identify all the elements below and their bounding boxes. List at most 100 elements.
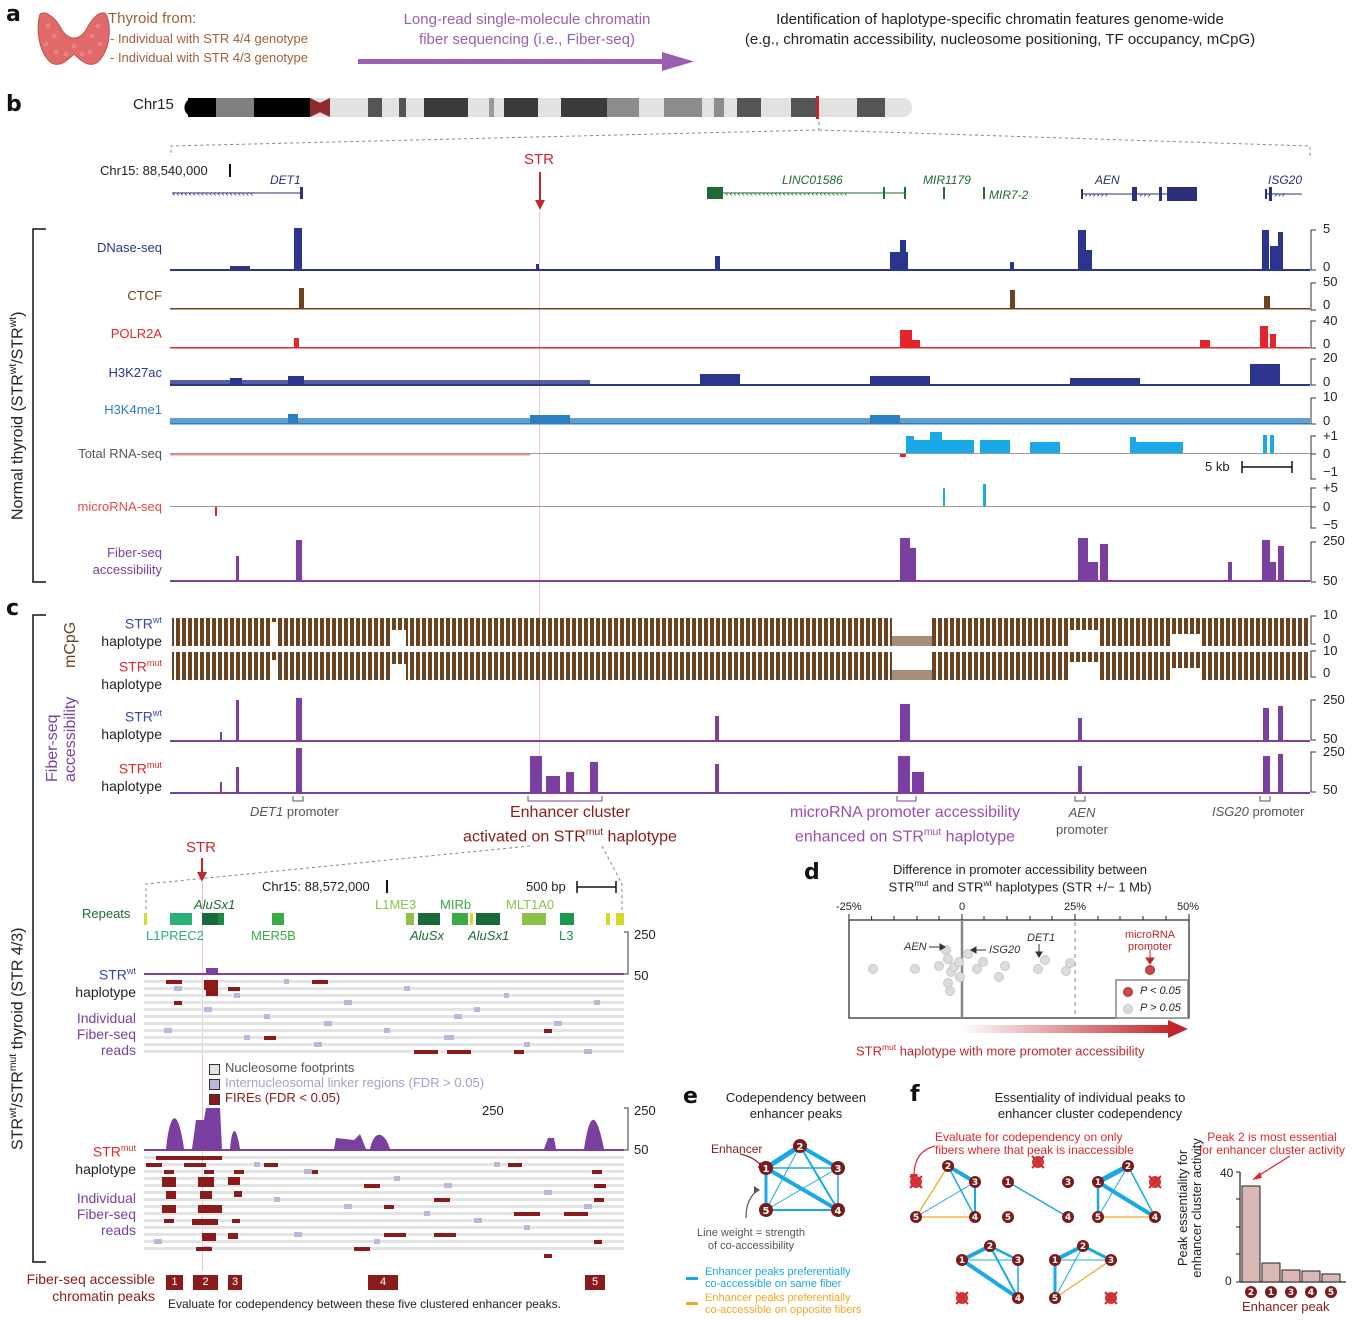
zoom-scale-label: 500 bp <box>526 879 566 894</box>
ctcf-ymax: 50 <box>1323 274 1338 289</box>
peak-3: 3 <box>228 1275 242 1290</box>
track-polr2a <box>170 326 1310 349</box>
track-fiberseq <box>170 538 1310 582</box>
svg-text:›››: ››› <box>1139 191 1151 201</box>
legend-opposite-fiber: Enhancer peaks preferentially co-accessib… <box>705 1292 862 1316</box>
legend-fire: FIREs (FDR < 0.05) <box>225 1090 341 1105</box>
panel-d-title-2: STRmut and STRwt haplotypes (STR +/− 1 M… <box>888 878 1152 895</box>
track-label-fiberseq-2: accessibility <box>92 562 162 577</box>
hap-label-fiber-mut: STRmut haplotype <box>101 760 162 794</box>
panel-a-letter: a <box>6 2 21 27</box>
zoom-wt-reads-label: Individual Fiber-seq reads <box>76 1010 136 1058</box>
x-tick-25: 25% <box>1064 901 1087 913</box>
svg-text:5: 5 <box>763 1206 770 1217</box>
group-label-mcpg: mCpG <box>62 621 79 668</box>
bar-ytick-40: 40 <box>1220 1166 1234 1180</box>
svg-text:2: 2 <box>987 1242 993 1252</box>
svg-text:2: 2 <box>1080 1242 1086 1252</box>
h3k27ac-ymin: 0 <box>1323 374 1331 389</box>
track-ctcf <box>170 288 1310 310</box>
isg20-promoter-label: ISG20 promoter <box>1212 804 1305 819</box>
repeat-l1prec2: L1PREC2 <box>146 928 204 943</box>
zoom-wt-label: STRwt haplotype <box>75 966 136 1000</box>
svg-text:1: 1 <box>1005 1178 1011 1188</box>
d-label-det1: DET1 <box>1027 932 1056 944</box>
zoom-mut-ymax: 250 <box>482 1103 504 1118</box>
promoter-brackets <box>292 796 1271 802</box>
x-tick-minus25: -25% <box>836 901 862 913</box>
haplotype-tracks <box>170 618 1310 794</box>
d-label-aen: AEN <box>904 941 927 953</box>
svg-text:4: 4 <box>1308 1288 1314 1298</box>
enhancer-cluster-label: Enhancer cluster activated on STRmut hap… <box>463 804 677 846</box>
hap-label-mcpg-mut: STRmut haplotype <box>101 658 162 692</box>
evaluate-note: Evaluate for codependency between these … <box>168 1297 561 1311</box>
thyroid-title: Thyroid from: <box>108 10 197 27</box>
thyroid-item-1: - Individual with STR 4/4 genotype <box>110 31 308 46</box>
repeat-alusx1-a: AluSx1 <box>194 897 236 912</box>
svg-text:4: 4 <box>1152 1213 1158 1223</box>
svg-text:4: 4 <box>1065 1213 1071 1223</box>
panel-b-bracket <box>32 228 46 583</box>
d-legend-nonsig: P > 0.05 <box>1140 1002 1181 1014</box>
bar-ytick-0: 0 <box>1225 1274 1232 1288</box>
svg-text:1: 1 <box>763 1164 770 1175</box>
h3k27ac-ymax: 20 <box>1323 350 1338 365</box>
repeat-l1me3: L1ME3 <box>375 897 417 912</box>
track-label-h3k27ac: H3K27ac <box>108 365 162 380</box>
gene-mir7-2 <box>983 187 985 199</box>
peaks-label: Fiber-seq accessible chromatin peaks <box>26 1271 155 1304</box>
repeats-label: Repeats <box>82 906 131 921</box>
d-legend-sig: P < 0.05 <box>1140 985 1181 997</box>
gene-label-mir1179: MIR1179 <box>923 173 971 187</box>
thyroid-icon <box>37 12 110 65</box>
panel-b-letter: b <box>6 92 22 117</box>
str-locus-marker <box>816 96 819 119</box>
panel-b-y-axes <box>1310 229 1316 583</box>
rnaseq-ymid: 0 <box>1323 446 1331 461</box>
group-label-fiberseq: Fiber-seq accessibility <box>44 696 79 782</box>
ctcf-ymin: 0 <box>1323 297 1331 312</box>
panel-c-y-axes <box>1310 615 1316 793</box>
panel-d-letter: d <box>804 860 820 885</box>
svg-text:4: 4 <box>835 1206 842 1217</box>
wt-reads-track <box>144 931 629 1054</box>
svg-text:›››: ››› <box>1274 191 1285 201</box>
svg-text:5: 5 <box>913 1213 919 1223</box>
microrna-ymid: 0 <box>1323 499 1331 514</box>
legend-linker: Internucleosomal linker regions (FDR > 0… <box>225 1075 485 1090</box>
zoom-str-line <box>202 880 203 1270</box>
peak-2: 2 <box>193 1275 218 1290</box>
svg-text:1: 1 <box>1095 1178 1101 1188</box>
h3k4me1-ymin: 0 <box>1323 413 1331 428</box>
gene-label-aen: AEN <box>1095 173 1120 187</box>
gene-aen: ›››››› ››› <box>1081 187 1197 201</box>
bar-note: Peak 2 is most essential for enhancer clu… <box>1198 1130 1346 1157</box>
svg-text:1: 1 <box>1268 1288 1274 1298</box>
svg-text:1: 1 <box>959 1256 965 1266</box>
aen-promoter-label: AEN promoter <box>1055 805 1109 837</box>
svg-text:2: 2 <box>945 1162 951 1172</box>
svg-text:5: 5 <box>1328 1288 1334 1298</box>
repeat-l3: L3 <box>559 928 574 943</box>
track-mcpg-wt <box>172 618 1308 646</box>
d-label-mirna: microRNA promoter <box>1124 929 1176 953</box>
fiberseq-ymax: 250 <box>1323 533 1345 548</box>
peak-removal-networks: 2 3 4 5 1 3 4 5 1 2 4 5 1 2 3 4 1 2 3 5 <box>909 1145 1162 1305</box>
panel-e-title: Codependency between enhancer peaks <box>725 1090 867 1121</box>
promoter-scatter-plot <box>848 914 1190 1019</box>
gradient-arrow-icon <box>960 1020 1188 1038</box>
coordinate-label: Chr15: 88,540,000 <box>100 163 208 178</box>
svg-text:3: 3 <box>1108 1256 1114 1266</box>
svg-text:3: 3 <box>972 1178 978 1188</box>
rnaseq-ymin: −1 <box>1323 464 1338 479</box>
bar-ylabel: Peak essentiality for enhancer cluster ac… <box>1175 1138 1204 1278</box>
svg-text:3: 3 <box>835 1164 842 1175</box>
d-xlabel: STRmut haplotype with more promoter acce… <box>856 1042 1145 1059</box>
arrow-text-2: fiber sequencing (i.e., Fiber-seq) <box>419 31 635 48</box>
svg-text:2: 2 <box>1125 1162 1131 1172</box>
svg-text:3: 3 <box>1065 1178 1071 1188</box>
legend-blue-line <box>686 1277 698 1280</box>
polr2a-ymin: 0 <box>1323 336 1331 351</box>
thyroid-item-2: - Individual with STR 4/3 genotype <box>110 50 308 65</box>
